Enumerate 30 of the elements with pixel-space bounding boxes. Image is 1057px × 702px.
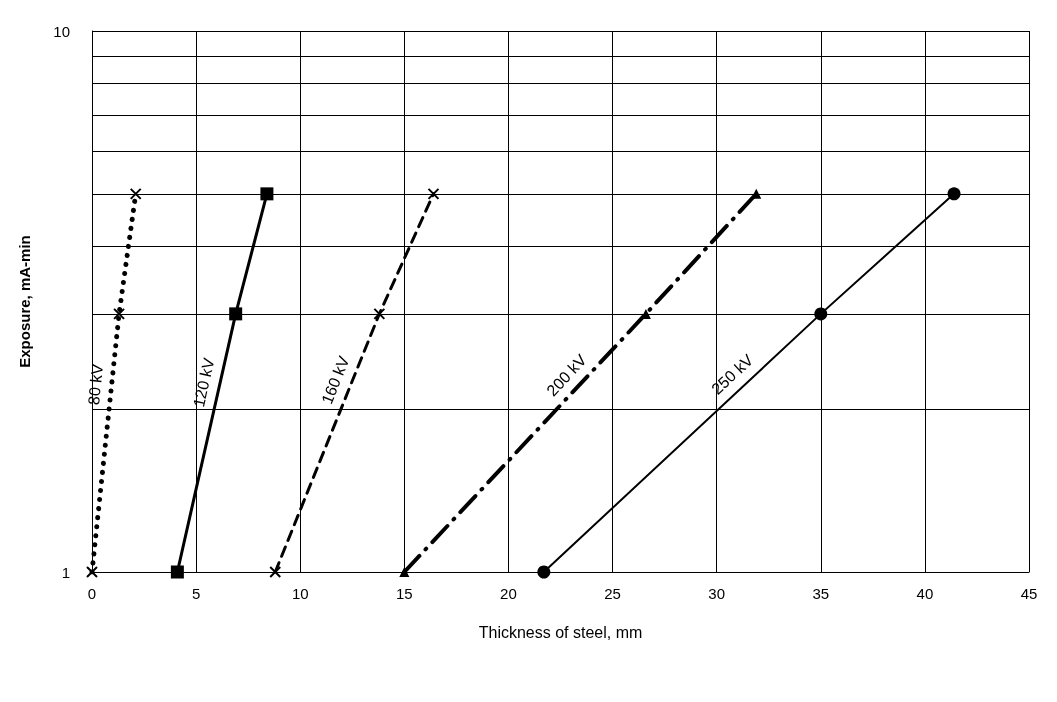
point: [129, 187, 142, 200]
point: [814, 307, 828, 321]
point: [399, 567, 410, 577]
x-tick-label: 5: [191, 585, 201, 602]
text: 200 kV: [543, 351, 590, 400]
x-tick-label: 25: [604, 585, 621, 602]
point: [170, 565, 184, 579]
point: [229, 307, 243, 321]
x-tick-label: 45: [1020, 585, 1038, 602]
x-tick-label: 35: [812, 585, 830, 602]
point: [269, 566, 282, 578]
point: [947, 187, 961, 201]
y-tick-label: 1: [61, 563, 70, 581]
x-tick-label: 10: [291, 585, 309, 602]
point: [113, 307, 126, 320]
point: [86, 566, 98, 578]
text: 250 kV: [708, 351, 757, 398]
x-tick-label: 30: [708, 585, 726, 602]
x-tick-label: 40: [916, 585, 934, 602]
point: [427, 187, 440, 200]
y-axis-title: Exposure, mA-min: [16, 235, 33, 368]
x-tick-label: 20: [500, 585, 517, 602]
x-axis-title: Thickness of steel, mm: [478, 623, 643, 641]
point: [373, 307, 386, 320]
point: [751, 188, 762, 199]
x-tick-label: 0: [87, 585, 97, 602]
x-tick-label: 15: [395, 585, 413, 602]
point: [260, 187, 274, 201]
point: [537, 565, 551, 579]
text: 160 kV: [318, 353, 353, 407]
